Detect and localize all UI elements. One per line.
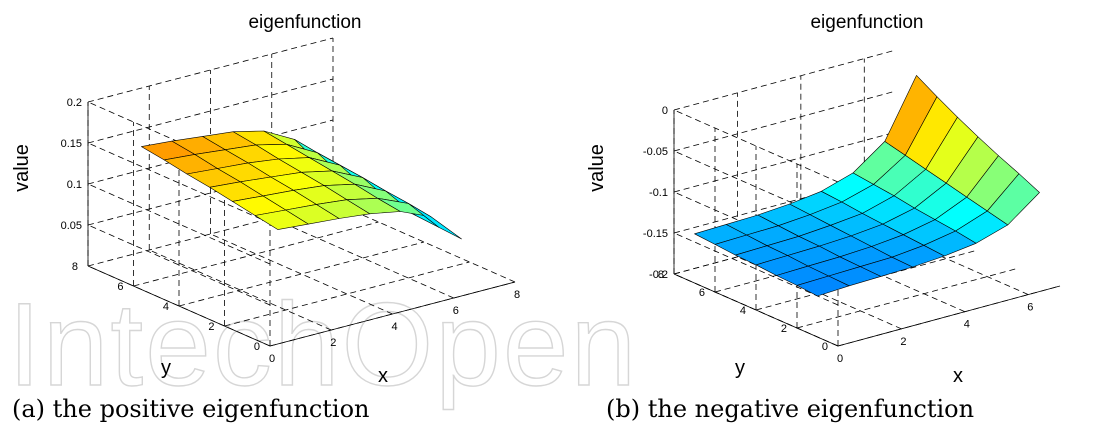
floor-grid-y [796,267,1020,329]
backwall-grid-z [673,131,897,193]
x-tick-label: 4 [391,321,397,333]
y-axis-label: y [161,357,171,379]
floor-grid-y [178,241,425,307]
floor-grid-x [271,217,454,299]
backwall-grid-z [673,49,897,111]
watermark: IntechOpen [8,279,638,411]
surface-cell [407,203,462,240]
z-tick-label: -0.05 [643,146,668,158]
z-tick-label: 0.2 [67,97,82,109]
floor-grid-x [149,249,332,331]
y-tick-label: 0 [822,341,828,353]
backwall-grid-z [87,37,334,103]
y-tick-label: 6 [699,287,705,299]
x-axis-line [837,285,1061,347]
y-axis-line [673,273,839,347]
z-tick-label: -0.2 [649,269,668,281]
x-tick-label: 6 [453,305,459,317]
x-axis-label: x [953,365,963,387]
chart-title: eigenfunction [248,12,361,33]
floor-grid-x [210,233,393,315]
x-tick-label: 0 [269,353,275,365]
surface-cell [986,173,1040,226]
chart-positive-eigenfunction: 0 2 4 6 8 0 2 4 6 8 0.05 0.1 0.15 0.2 eigenfunction val… [11,12,520,423]
x-axis-label: x [378,365,388,387]
x-tick-label: 6 [1027,302,1033,314]
y-tick-label: 2 [781,323,787,335]
x-tick-label: 4 [964,319,970,331]
backwall-grid-z [673,90,897,152]
x-tick-label: 2 [900,336,906,348]
z-tick-label: 0.1 [67,179,82,191]
z-tick-label: 0 [662,105,668,117]
z-axis-label: value [11,144,33,192]
sidewall-grid-z [87,183,271,265]
sidewall-grid-z [87,142,271,224]
chart-caption: (b) the negative eigenfunction [606,395,974,423]
y-tick-label: 2 [208,321,214,333]
z-tick-label: -0.1 [649,187,668,199]
y-tick-label: 4 [163,301,169,313]
x-tick-label: 0 [837,353,843,365]
y-tick-label: 4 [740,305,746,317]
x-tick-label: 2 [330,337,336,349]
y-tick-label: 6 [117,281,123,293]
floor-grid-y [224,261,470,327]
y-tick-label: 8 [72,261,78,273]
y-tick-label: 0 [254,341,260,353]
chart-negative-eigenfunction: 0 2 4 6 0 2 4 6 8-0.2 -0.15 -0.1 -0.05 0 eigenfunctio… [586,12,1061,423]
y-axis-line [87,265,271,347]
floor-grid-y [133,221,379,287]
z-tick-label: -0.15 [643,228,668,240]
floor-grid-x [332,201,516,283]
sidewall-grid-z [673,109,839,183]
sidewall-grid-z [87,224,271,306]
z-tick-label: 0.15 [61,138,82,150]
y-tick-label: 8 [658,269,664,281]
y-axis-label: y [735,357,745,379]
z-axis-label: value [586,144,608,192]
z-tick-label: 0.05 [61,220,82,232]
chart-title: eigenfunction [810,12,923,33]
backwall-grid-z [87,78,334,144]
backwall-grid-z [87,119,334,185]
x-tick-label: 8 [514,289,520,301]
chart-caption: (a) the positive eigenfunction [12,395,369,423]
x-axis-line [269,281,516,347]
